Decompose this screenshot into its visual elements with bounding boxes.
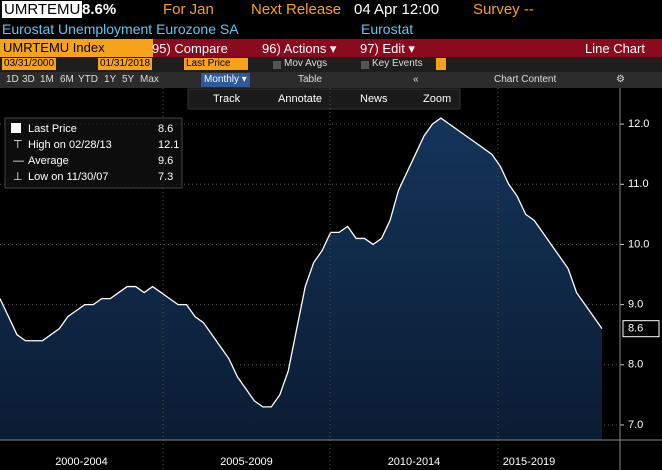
legend-label: Average bbox=[28, 155, 69, 167]
next-release-label: Next Release bbox=[251, 1, 342, 18]
source: Eurostat bbox=[361, 21, 414, 37]
title-row: UMRTEMU 8.6% For Jan Next Release 04 Apr… bbox=[0, 0, 662, 20]
period: For Jan bbox=[163, 1, 214, 18]
field-select[interactable]: Last Price bbox=[184, 58, 248, 70]
legend-value: 7.3 bbox=[158, 171, 173, 183]
security[interactable]: UMRTEMU Index bbox=[0, 39, 153, 57]
legend-label: Low on 11/30/07 bbox=[28, 171, 109, 183]
settings-icon[interactable]: ⚙ bbox=[616, 74, 625, 85]
chart: Track Annotate News Zoom 7.0 8.0 9.0 10.0 11.0 12… bbox=[0, 88, 662, 470]
toolbar-button[interactable]: Track bbox=[213, 93, 241, 105]
area bbox=[0, 118, 602, 440]
x-period-label: 2015-2019 bbox=[503, 456, 556, 468]
legend-label: High on 02/28/13 bbox=[28, 139, 112, 151]
survey: Survey -- bbox=[473, 1, 534, 18]
chart-content[interactable]: Chart Content bbox=[494, 74, 557, 85]
checkbox[interactable] bbox=[273, 61, 281, 69]
collapse[interactable]: « bbox=[413, 74, 419, 85]
range-button[interactable]: 1D bbox=[6, 74, 19, 85]
legend-label: Last Price bbox=[28, 123, 77, 135]
checkbox[interactable] bbox=[361, 61, 369, 69]
y-tick-label: 10.0 bbox=[628, 238, 649, 250]
range-button[interactable]: 5Y bbox=[122, 74, 135, 85]
range-button[interactable]: YTD bbox=[78, 74, 98, 85]
compare-button[interactable]: 95) Compare bbox=[152, 41, 228, 56]
start-date[interactable]: 03/31/2000 bbox=[2, 58, 57, 70]
y-tick-label: 9.0 bbox=[628, 299, 643, 311]
legend-icon: — bbox=[13, 155, 24, 167]
y-tick-label: 12.0 bbox=[628, 118, 649, 130]
last-value: 8.6% bbox=[82, 1, 117, 18]
legend-value: 9.6 bbox=[158, 155, 173, 167]
legend bbox=[4, 117, 183, 189]
range-button[interactable]: 1Y bbox=[104, 74, 117, 85]
menu-bar: UMRTEMU Index 95) Compare 96) Actions ▾ … bbox=[0, 39, 662, 57]
x-period-label: 2010-2014 bbox=[388, 456, 441, 468]
toolbar bbox=[187, 88, 461, 110]
info-icon[interactable] bbox=[436, 58, 446, 70]
y-tick-label: 11.0 bbox=[628, 178, 649, 190]
range-button[interactable]: 1M bbox=[40, 74, 54, 85]
description: Eurostat Unemployment Eurozone SA bbox=[2, 21, 239, 37]
toolbar-button[interactable]: Zoom bbox=[423, 93, 451, 105]
table-button[interactable]: Table bbox=[298, 74, 322, 85]
toolbar-button[interactable]: Annotate bbox=[278, 93, 322, 105]
y-tick-label: 7.0 bbox=[628, 419, 643, 431]
range-button[interactable]: Max bbox=[140, 74, 159, 85]
edit-button[interactable]: 97) Edit ▾ bbox=[360, 41, 415, 56]
legend-icon: ⊤ bbox=[13, 139, 23, 151]
legend-value: 12.1 bbox=[158, 139, 179, 151]
key-events[interactable]: Key Events bbox=[372, 58, 423, 69]
range-row: 1D 3D 1M 6M YTD 1Y 5Y Max Monthly ▾ Table « Cha… bbox=[0, 72, 662, 88]
view-label: Line Chart bbox=[585, 41, 645, 56]
mov-avgs[interactable]: Mov Avgs bbox=[284, 58, 328, 69]
y-tick-label: 8.0 bbox=[628, 359, 643, 371]
x-period-label: 2005-2009 bbox=[220, 456, 273, 468]
legend-value: 8.6 bbox=[158, 123, 173, 135]
end-date[interactable]: 01/31/2018 bbox=[98, 58, 153, 70]
actions-button[interactable]: 96) Actions ▾ bbox=[262, 41, 337, 56]
description-row: Eurostat Unemployment Eurozone SA Eurost… bbox=[0, 20, 662, 39]
last-value-box bbox=[622, 320, 660, 338]
settings-row: 03/31/2000 01/31/2018 Last Price Mov Avg… bbox=[0, 57, 662, 72]
ticker: UMRTEMU bbox=[2, 1, 83, 18]
legend-icon: ⊥ bbox=[13, 171, 23, 183]
x-period-label: 2000-2004 bbox=[55, 456, 108, 468]
legend-swatch bbox=[11, 123, 21, 133]
frequency[interactable]: Monthly ▾ bbox=[201, 73, 250, 87]
toolbar-button[interactable]: News bbox=[360, 93, 388, 105]
line bbox=[0, 117, 603, 408]
next-release: 04 Apr 12:00 bbox=[354, 1, 440, 18]
range-button[interactable]: 3D bbox=[22, 74, 35, 85]
range-button[interactable]: 6M bbox=[60, 74, 74, 85]
last-value-label: 8.6 bbox=[628, 323, 643, 335]
